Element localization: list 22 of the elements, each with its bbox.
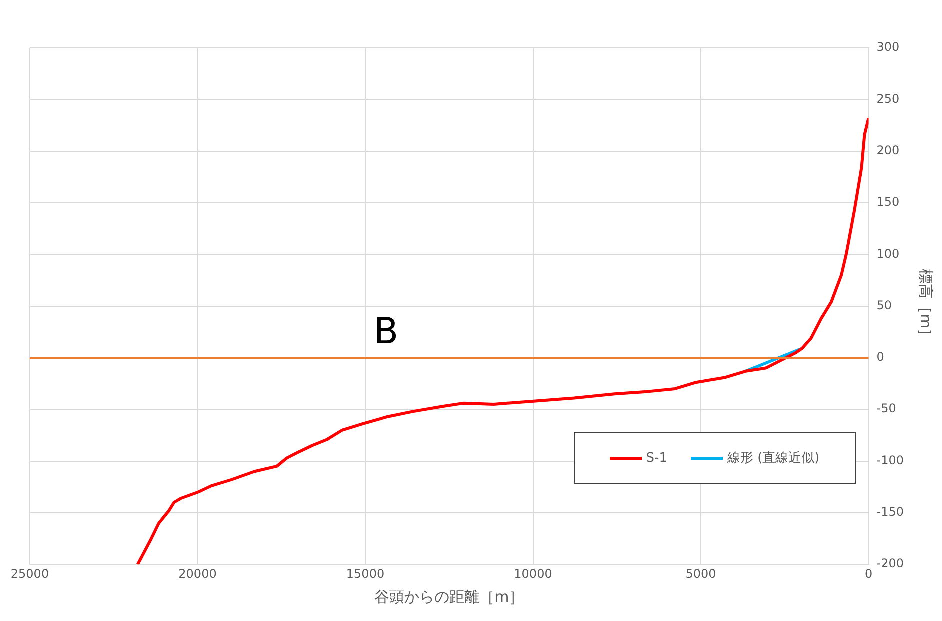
legend-label: S-1 <box>646 450 668 466</box>
x-tick-label: 5000 <box>686 566 716 581</box>
x-tick-label: 0 <box>864 566 873 581</box>
y-axis-title: 標高［m］ <box>917 268 936 344</box>
y-tick-label: -100 <box>876 453 904 468</box>
y-tick-label: 200 <box>876 143 900 158</box>
x-tick-label: 10000 <box>514 566 552 581</box>
y-tick-label: 150 <box>876 195 900 210</box>
y-tick-label: -200 <box>876 556 904 571</box>
y-tick-label: 250 <box>876 92 900 106</box>
y-tick-label: 100 <box>876 246 900 261</box>
x-axis-title: 谷頭からの距離［m］ <box>374 588 524 606</box>
x-tick-label: 25000 <box>10 566 50 581</box>
y-tick-label: -150 <box>876 505 904 520</box>
y-tick-label: 0 <box>876 350 884 364</box>
y-tick-label: 50 <box>876 298 892 312</box>
x-tick-label: 20000 <box>178 566 217 581</box>
y-tick-label: 300 <box>876 40 900 54</box>
y-tick-label: -50 <box>876 402 896 416</box>
ref-line-label: B <box>374 311 399 352</box>
x-tick-label: 15000 <box>346 566 385 581</box>
legend-label: 線形 (直線近似) <box>727 450 820 467</box>
